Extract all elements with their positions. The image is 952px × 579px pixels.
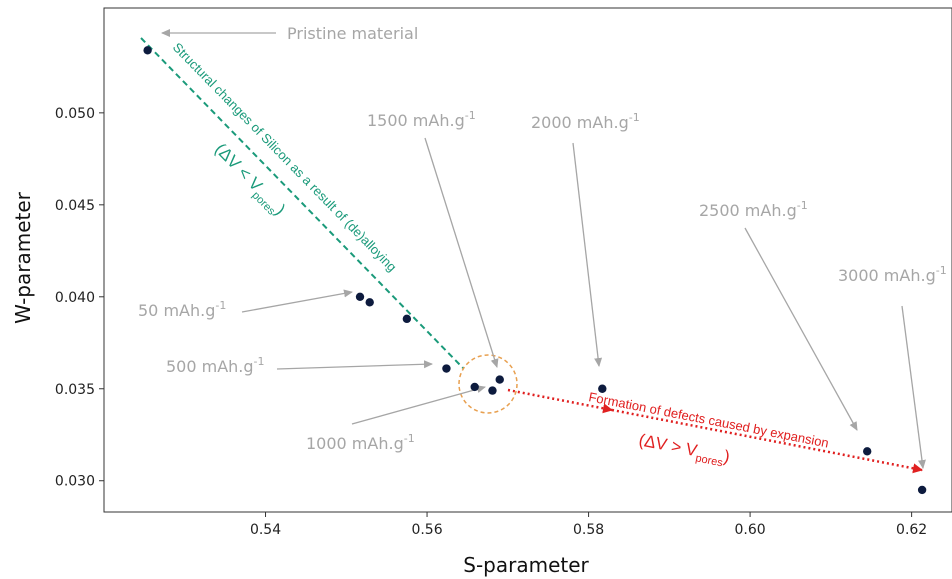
annotation-arrows — [161, 29, 926, 469]
label-3000-main: 3000 mAh.g — [838, 266, 936, 285]
red-trend-label: Formation of defects caused by expansion — [587, 389, 830, 450]
label-500-sup: -1 — [254, 355, 265, 368]
red-formula-end: ) — [722, 447, 731, 467]
y-tick-label: 0.030 — [55, 474, 95, 490]
label-50: 50 mAh.g-1 — [138, 299, 226, 320]
x-tick-label: 0.62 — [896, 522, 927, 538]
green-formula-main: (ΔV < V — [211, 140, 266, 196]
arrow-2500 — [744, 227, 858, 431]
red-formula-main: (ΔV > V — [637, 430, 699, 460]
green-trend-line — [140, 37, 464, 369]
x-tick-label: 0.60 — [735, 522, 766, 538]
label-1000: 1000 mAh.g-1 — [306, 432, 415, 453]
arrow-3000 — [901, 305, 926, 469]
red-formula-sub: pores — [694, 452, 724, 469]
plot-area-frame — [103, 7, 952, 513]
data-point — [488, 386, 497, 395]
transition-circle — [458, 354, 518, 414]
data-point — [402, 314, 412, 324]
label-50-sup: -1 — [215, 299, 226, 312]
axis-ticks: 0.54 0.56 0.58 0.60 0.62 0.030 0.035 0.040 0.045… — [55, 106, 927, 538]
x-tick-label: 0.54 — [250, 522, 281, 538]
data-points — [143, 46, 927, 495]
arrow-500 — [276, 360, 433, 370]
y-axis-title: W-parameter — [11, 191, 35, 324]
data-point — [365, 298, 374, 307]
label-2000-main: 2000 mAh.g — [531, 113, 629, 132]
x-axis-title: S-parameter — [463, 553, 589, 577]
y-tick-label: 0.040 — [55, 290, 95, 306]
label-500: 500 mAh.g-1 — [166, 355, 265, 376]
y-tick-label: 0.050 — [55, 106, 95, 122]
data-point — [598, 384, 607, 393]
label-1000-sup: -1 — [404, 432, 415, 445]
label-2500-sup: -1 — [797, 199, 808, 212]
data-point — [863, 447, 872, 456]
y-tick-label: 0.035 — [55, 382, 95, 398]
label-2500: 2500 mAh.g-1 — [699, 199, 808, 220]
data-point — [442, 364, 451, 373]
data-point — [355, 292, 365, 301]
data-point — [495, 375, 504, 384]
label-1500-main: 1500 mAh.g — [367, 111, 465, 130]
green-trend-label: Structural changes of Silicon as a resul… — [170, 40, 400, 275]
x-tick-label: 0.58 — [573, 522, 604, 538]
arrow-1000 — [351, 385, 486, 425]
label-3000-sup: -1 — [936, 264, 947, 277]
red-formula: (ΔV > Vpores) — [636, 430, 731, 470]
label-1500-sup: -1 — [465, 109, 476, 122]
arrow-1500 — [424, 137, 499, 368]
x-tick-label: 0.56 — [411, 522, 442, 538]
label-2500-main: 2500 mAh.g — [699, 201, 797, 220]
arrow-2000 — [572, 142, 603, 367]
label-50-main: 50 mAh.g — [138, 301, 215, 320]
label-2000-sup: -1 — [629, 111, 640, 124]
label-3000: 3000 mAh.g-1 — [838, 264, 947, 285]
label-pristine: Pristine material — [287, 24, 418, 43]
label-2000: 2000 mAh.g-1 — [531, 111, 640, 132]
label-1000-main: 1000 mAh.g — [306, 434, 404, 453]
label-500-main: 500 mAh.g — [166, 357, 254, 376]
y-tick-label: 0.045 — [55, 198, 95, 214]
data-point — [143, 46, 152, 55]
data-point — [470, 382, 479, 392]
label-1500: 1500 mAh.g-1 — [367, 109, 476, 130]
arrow-50 — [241, 289, 353, 313]
data-point — [917, 485, 927, 495]
